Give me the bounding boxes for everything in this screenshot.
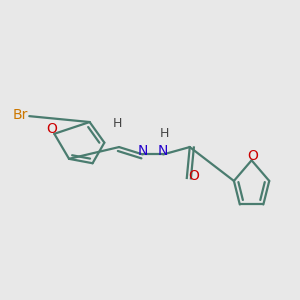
Text: N: N (158, 144, 168, 158)
Text: H: H (113, 117, 122, 130)
Text: O: O (46, 122, 57, 136)
Text: O: O (189, 169, 200, 184)
Text: H: H (159, 127, 169, 140)
Text: N: N (137, 144, 148, 158)
Text: Br: Br (12, 108, 28, 122)
Text: O: O (248, 149, 259, 163)
